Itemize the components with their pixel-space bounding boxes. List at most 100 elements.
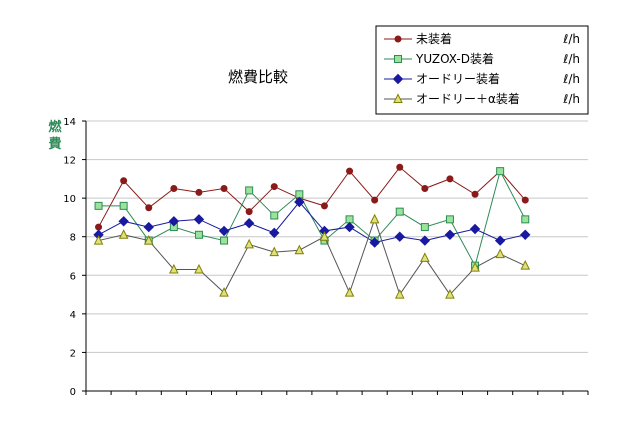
data-point-square [245,186,254,195]
series-line [98,166,526,228]
data-point-triangle [93,234,104,245]
data-point-circle [245,208,253,216]
data-point-square [295,190,304,199]
data-point-triangle [470,261,480,272]
series-lines [93,163,531,299]
data-point-square [496,167,505,176]
data-point-circle [95,223,103,231]
y-tick-label: 14 [63,117,76,128]
data-point-triangle [319,231,330,241]
y-axis-label-char: 燃 [48,119,62,135]
gridlines [86,120,588,353]
legend-label: YUZOX-D装着 [415,51,494,66]
legend-entry: YUZOX-D装着 ℓ/h [384,51,580,66]
legend-unit: ℓ/h [562,32,580,46]
data-point-triangle [445,288,455,299]
data-point-circle [471,190,479,198]
data-point-circle [346,167,354,175]
data-point-triangle [244,238,254,249]
data-point-square [194,230,203,239]
data-point-triangle [420,252,430,262]
data-point-square [394,55,402,63]
data-point-triangle [118,229,129,239]
data-point-circle [421,185,429,192]
chart-title: 燃費比較 [228,68,288,86]
y-axis-label-char: 費 [48,136,61,152]
axes: 0 2 4 6 8 10 12 14 [63,117,589,398]
legend-label: オードリー装着 [416,71,500,86]
y-tick-label: 12 [63,156,76,167]
data-point-diamond [143,221,154,233]
data-point-diamond [520,229,531,240]
y-tick-label: 10 [63,194,76,205]
data-point-triangle [269,246,280,257]
data-point-triangle [495,248,505,259]
data-point-diamond [294,196,305,208]
data-point-diamond [269,227,280,239]
data-point-circle [270,183,278,191]
data-point-circle [521,196,529,204]
data-point-square [270,211,279,220]
data-point-diamond [168,216,180,227]
data-point-triangle [294,244,305,255]
legend-entry: オードリー＋α装着 ℓ/h [384,91,580,106]
legend-unit: ℓ/h [562,92,580,106]
y-tick-label: 4 [70,310,76,321]
series-line [98,217,526,296]
data-point-diamond [444,229,456,240]
data-point-diamond [243,218,255,229]
legend-unit: ℓ/h [562,52,580,66]
y-tick-label: 8 [70,233,76,244]
legend-entry: オードリー装着 ℓ/h [384,71,580,86]
data-point-triangle [393,93,403,103]
data-point-square [119,201,128,210]
data-point-circle [195,188,203,196]
data-point-square [345,215,354,224]
legend: 未装着 ℓ/h YUZOX-D装着 ℓ/h オードリー装着 ℓ/h オードリー＋α装着 ℓ/h [375,25,589,115]
data-point-triangle [143,234,154,245]
legend-unit: ℓ/h [562,72,580,86]
data-point-circle [396,163,404,171]
data-point-triangle [394,288,405,299]
data-point-circle [446,175,454,183]
legend-label: 未装着 [416,31,452,46]
legend-entry: 未装着 ℓ/h [384,31,580,46]
legend-label: オードリー＋α装着 [416,91,520,106]
series-line [98,169,526,267]
data-point-square [395,207,404,216]
data-point-diamond [193,214,205,225]
data-point-diamond [344,221,355,233]
data-point-triangle [169,263,179,274]
data-point-diamond [469,223,481,235]
data-point-diamond [494,235,506,246]
data-point-diamond [392,73,404,85]
data-point-diamond [118,216,129,227]
data-point-triangle [520,260,531,270]
series-3 [93,196,531,248]
data-point-circle [145,204,153,212]
data-point-square [94,201,103,210]
data-point-circle [394,35,402,43]
y-axis-label: 燃費 [48,119,62,152]
data-point-triangle [369,213,380,224]
data-point-circle [220,185,228,192]
data-point-square [420,223,429,232]
data-point-square [220,236,229,245]
data-point-triangle [344,287,355,297]
y-tick-label: 6 [70,271,76,282]
data-point-square [521,215,530,224]
y-tick-label: 0 [70,387,76,398]
data-point-diamond [394,231,405,242]
y-tick-label: 2 [70,348,76,359]
data-point-diamond [419,235,431,246]
data-point-circle [120,177,128,185]
data-point-triangle [219,287,229,297]
data-point-square [445,215,454,224]
series-1 [95,163,529,231]
data-point-diamond [369,237,380,248]
data-point-triangle [194,263,204,274]
data-point-circle [170,185,178,192]
data-point-circle [320,202,328,210]
